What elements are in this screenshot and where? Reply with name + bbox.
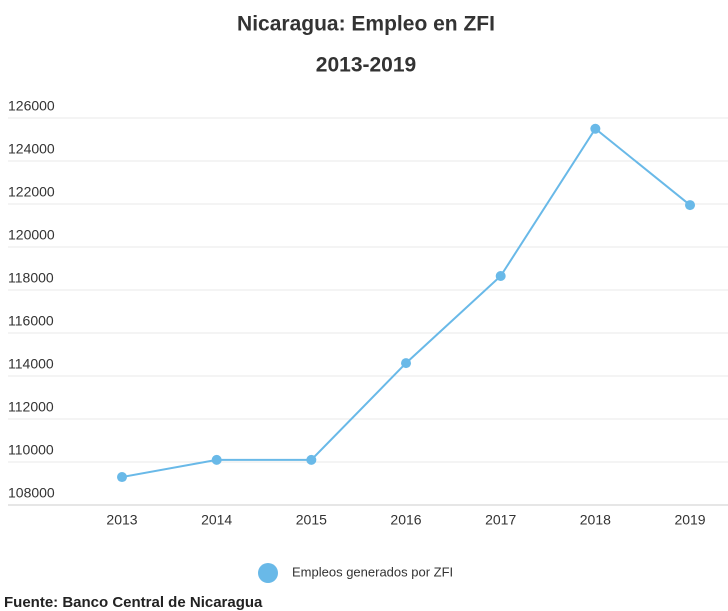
y-tick-label: 112000 — [8, 399, 54, 415]
x-tick-label: 2016 — [390, 512, 421, 528]
y-tick-label: 122000 — [8, 184, 55, 200]
x-tick-label: 2019 — [674, 512, 705, 528]
chart-subtitle: 2013-2019 — [316, 54, 416, 77]
legend-label: Empleos generados por ZFI — [292, 564, 453, 579]
point — [401, 358, 412, 369]
x-tick-label: 2013 — [106, 512, 137, 528]
x-tick-label: 2018 — [580, 512, 611, 528]
y-tick-label: 108000 — [8, 485, 55, 501]
y-tick-label: 120000 — [8, 227, 55, 243]
point — [211, 454, 222, 465]
legend-marker — [258, 563, 278, 583]
source: Fuente: Banco Central de Nicaragua — [4, 594, 263, 611]
x-tick-label: 2017 — [485, 512, 516, 528]
y-tick-label: 126000 — [8, 98, 55, 114]
point — [685, 200, 696, 211]
point — [306, 454, 317, 465]
y-tick-label: 118000 — [8, 270, 54, 286]
x-tick-label: 2014 — [201, 512, 232, 528]
chart-title: Nicaragua: Empleo en ZFI — [237, 13, 495, 36]
y-tick-label: 116000 — [8, 313, 54, 329]
y-tick-label: 124000 — [8, 141, 55, 157]
point — [117, 472, 127, 483]
x-tick-label: 2015 — [296, 512, 327, 528]
y-tick-label: 114000 — [8, 356, 54, 372]
point — [495, 271, 506, 282]
line — [121, 127, 691, 479]
point — [590, 123, 601, 134]
y-tick-label: 110000 — [8, 442, 54, 458]
